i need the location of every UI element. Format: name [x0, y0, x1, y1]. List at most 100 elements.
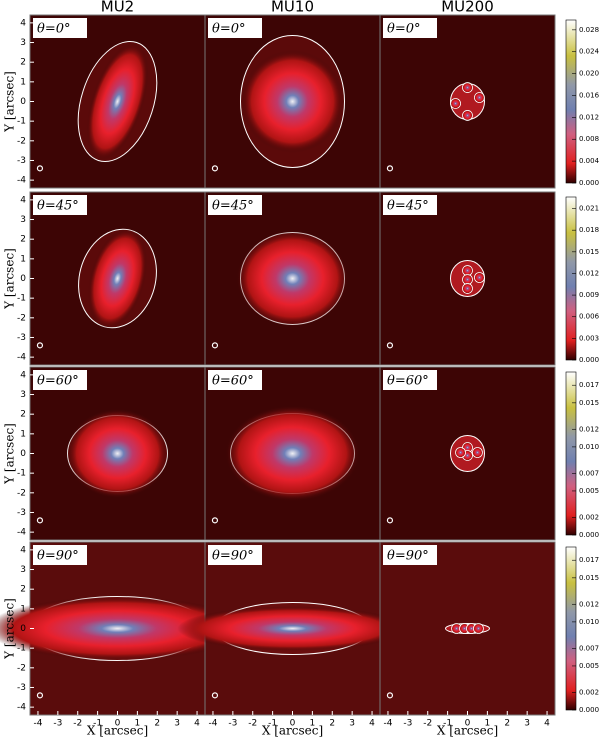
x-tick-label: 3	[174, 719, 180, 729]
x-tick-label: 1	[485, 719, 491, 729]
source	[473, 623, 484, 634]
label-box	[383, 18, 437, 38]
y-tick-label: 0	[20, 624, 26, 634]
beam	[36, 692, 44, 699]
colorbar-tick-label: 0.010	[579, 618, 599, 626]
beam	[36, 165, 44, 172]
beam	[386, 692, 394, 699]
colorbar-tick-label: 0.002	[579, 513, 599, 521]
y-axis-label: Y [arcsec]	[3, 598, 17, 660]
panel-label: θ=45°	[212, 199, 254, 214]
panel-label: θ=90°	[212, 549, 254, 564]
panel: θ=0°	[29, 14, 206, 189]
colorbar-tick-label: 0.006	[579, 313, 600, 321]
colorbar-tick-label: 0.017	[579, 556, 599, 564]
colorbar-tick-label: 0.012	[579, 269, 599, 277]
y-tick-label: 0	[20, 97, 26, 107]
panel: θ=0°	[379, 14, 556, 189]
x-tick-label: 2	[504, 719, 510, 729]
y-tick-label: -2	[17, 313, 26, 323]
label-box	[33, 370, 87, 390]
y-tick-label: 2	[20, 235, 26, 245]
colorbar-tick-label: 0.004	[579, 157, 600, 165]
colorbar	[565, 19, 577, 184]
y-tick-label: -4	[17, 176, 26, 186]
colorbar-tick-label: 0.012	[579, 425, 599, 433]
source	[462, 274, 473, 285]
panel: θ=60°	[204, 366, 381, 541]
y-tick-label: -1	[17, 644, 26, 654]
y-tick-label: 3	[20, 390, 26, 400]
label-box	[383, 195, 437, 215]
x-tick-label: -1	[93, 719, 102, 729]
source	[455, 447, 466, 458]
beam	[211, 692, 219, 699]
colorbar-tick-label: 0.000	[579, 531, 599, 539]
emission	[88, 228, 147, 329]
x-tick-label: -4	[383, 719, 392, 729]
colorbar-tick-label: 0.024	[579, 48, 600, 56]
panel-label: θ=0°	[387, 22, 421, 37]
label-box	[208, 370, 262, 390]
colorbar-tick-label: 0.017	[579, 381, 599, 389]
x-tick-label: -2	[248, 719, 257, 729]
colorbar-tick-label: 0.021	[579, 205, 599, 213]
source	[474, 272, 485, 283]
source	[462, 283, 473, 294]
beam	[36, 517, 44, 524]
x-tick-label: 4	[369, 719, 375, 729]
x-tick-label: -4	[208, 719, 217, 729]
y-tick-label: -1	[17, 294, 26, 304]
y-tick-label: 1	[20, 77, 26, 87]
colorbar-tick-label: 0.028	[579, 26, 599, 34]
x-tick-label: 2	[329, 719, 335, 729]
y-tick-label: 1	[20, 254, 26, 264]
y-tick-label: -3	[17, 156, 26, 166]
panel: θ=90°	[379, 541, 556, 716]
colorbar-tick-label: 0.002	[579, 688, 599, 696]
y-tick-label: -4	[17, 353, 26, 363]
column-title: MU200	[441, 0, 494, 16]
y-tick-label: 1	[20, 604, 26, 614]
column-title: MU2	[101, 0, 134, 16]
y-tick-label: 4	[20, 370, 26, 380]
y-tick-label: -3	[17, 333, 26, 343]
panel: θ=45°	[29, 191, 206, 366]
y-tick-label: -2	[17, 663, 26, 673]
source	[450, 98, 461, 109]
x-tick-label: -3	[53, 719, 62, 729]
x-tick-label: 0	[290, 719, 296, 729]
y-tick-label: 3	[20, 565, 26, 575]
beam	[211, 517, 219, 524]
colorbar-tick-label: 0.016	[579, 91, 600, 99]
emission	[86, 43, 149, 160]
y-tick-label: -3	[17, 508, 26, 518]
emission	[0, 596, 249, 661]
colorbar-tick-label: 0.020	[579, 70, 599, 78]
y-tick-label: 0	[20, 449, 26, 459]
x-tick-label: 1	[135, 719, 141, 729]
colorbar	[565, 196, 577, 361]
label-box	[33, 195, 87, 215]
x-tick-label: -2	[423, 719, 432, 729]
panel: θ=60°	[379, 366, 556, 541]
colorbar-tick-label: 0.008	[579, 135, 599, 143]
emission	[241, 50, 344, 153]
x-tick-label: 4	[544, 719, 550, 729]
x-tick-label: 0	[115, 719, 121, 729]
y-tick-label: 0	[20, 274, 26, 284]
source	[462, 82, 473, 93]
x-tick-label: -3	[228, 719, 237, 729]
panel: θ=60°	[29, 366, 206, 541]
x-tick-label: 2	[154, 719, 160, 729]
y-tick-label: -1	[17, 469, 26, 479]
source	[474, 92, 485, 103]
colorbar-tick-label: 0.000	[579, 179, 599, 187]
label-box	[33, 18, 87, 38]
colorbar-tick-label: 0.015	[579, 399, 599, 407]
y-axis-label: Y [arcsec]	[3, 423, 17, 485]
y-tick-label: 2	[20, 410, 26, 420]
colorbar	[565, 371, 577, 536]
